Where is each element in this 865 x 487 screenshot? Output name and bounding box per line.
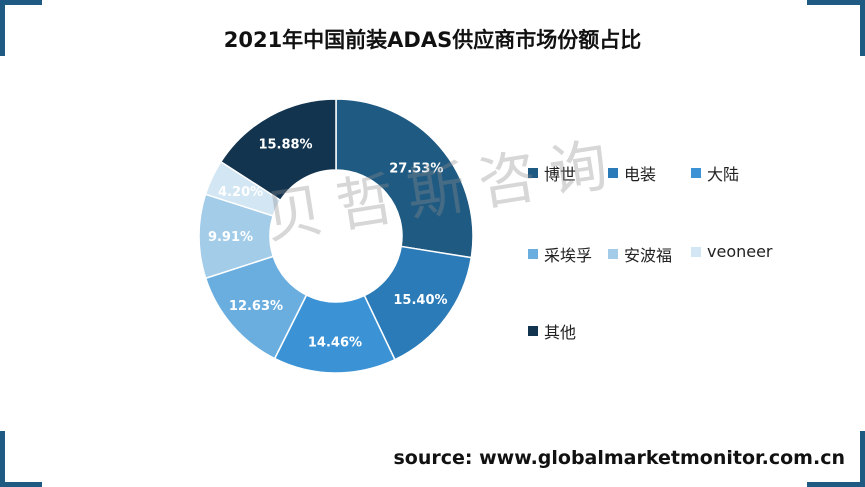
legend-label-6: 其他 xyxy=(544,323,577,342)
donut-slice-6 xyxy=(219,98,337,202)
legend-swatch-4 xyxy=(608,249,618,259)
legend-label-2: 大陆 xyxy=(707,165,740,184)
slice-label-1: 15.40% xyxy=(393,293,447,308)
legend-label-5: veoneer xyxy=(707,242,773,261)
legend-label-4: 安波福 xyxy=(624,246,673,265)
legend-item-1: 电装 xyxy=(608,161,656,185)
slice-label-0: 27.53% xyxy=(389,162,443,177)
corner-bottom-left-h xyxy=(0,482,42,487)
corner-top-left-h xyxy=(0,0,42,5)
corner-bottom-right-h xyxy=(807,482,865,487)
slice-label-2: 14.46% xyxy=(308,335,362,350)
corner-top-right-h xyxy=(807,0,865,5)
legend-swatch-0 xyxy=(528,168,538,178)
legend-item-0: 博世 xyxy=(528,161,576,185)
legend-label-1: 电装 xyxy=(624,165,657,184)
legend-item-3: 采埃孚 xyxy=(528,242,592,266)
legend-label-0: 博世 xyxy=(544,165,577,184)
legend-swatch-3 xyxy=(528,249,538,259)
chart-title: 2021年中国前装ADAS供应商市场份额占比 xyxy=(223,28,642,52)
slice-label-4: 9.91% xyxy=(208,230,253,245)
source-text: source: www.globalmarketmonitor.com.cn xyxy=(393,447,846,469)
corner-top-right-v xyxy=(860,0,865,56)
legend-item-6: 其他 xyxy=(528,319,576,343)
legend-swatch-5 xyxy=(691,246,701,257)
legend-swatch-6 xyxy=(528,326,538,336)
corner-bottom-left-v xyxy=(0,431,5,487)
legend-label-3: 采埃孚 xyxy=(544,246,593,265)
slice-label-5: 4.20% xyxy=(218,185,263,200)
donut-slice-0 xyxy=(335,98,474,259)
corner-top-left-v xyxy=(0,0,5,56)
legend-item-4: 安波福 xyxy=(608,242,672,266)
legend-swatch-1 xyxy=(608,168,618,178)
legend-swatch-2 xyxy=(691,168,701,178)
legend-item-5: veoneer xyxy=(691,242,773,261)
legend-item-2: 大陆 xyxy=(691,161,739,185)
corner-bottom-right-v xyxy=(860,431,865,487)
slice-label-6: 15.88% xyxy=(258,137,312,152)
slice-label-3: 12.63% xyxy=(229,299,283,314)
